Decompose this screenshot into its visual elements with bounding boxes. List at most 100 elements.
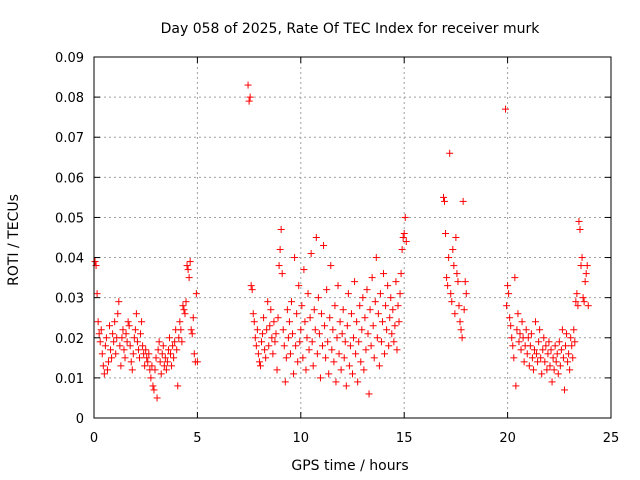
y-tick-label: 0 (76, 412, 84, 427)
data-point (110, 338, 118, 346)
data-point (193, 358, 201, 366)
data-point (452, 234, 460, 241)
data-point (170, 354, 178, 362)
data-point (353, 318, 361, 326)
data-point (366, 306, 374, 314)
data-point (155, 338, 163, 346)
data-point (540, 334, 548, 342)
data-point (445, 254, 453, 262)
data-point (134, 346, 142, 354)
data-point (441, 197, 449, 205)
data-point (541, 358, 549, 366)
data-point (325, 370, 333, 378)
data-point (392, 278, 400, 286)
data-point (400, 229, 408, 237)
data-point (292, 342, 300, 350)
data-point (387, 294, 395, 302)
data-point (522, 326, 530, 334)
data-point (342, 382, 350, 390)
data-point (359, 294, 367, 302)
data-point (399, 234, 407, 241)
axis-ticks: 0 0.01 0.02 0.03 0.04 0.05 0.06 0.07 0.08 0.09 0 5 1… (55, 51, 619, 446)
data-point (260, 314, 268, 322)
data-point (345, 362, 353, 370)
data-point (339, 306, 347, 314)
data-point (280, 342, 288, 350)
data-point (160, 362, 168, 370)
data-point (451, 310, 459, 318)
data-point (188, 330, 196, 338)
data-point (328, 346, 336, 354)
data-point (575, 217, 583, 225)
data-point (169, 342, 177, 350)
data-point (329, 326, 337, 334)
data-point (380, 270, 388, 278)
data-point (149, 382, 157, 390)
y-tick-label: 0.01 (55, 372, 84, 387)
data-point (158, 350, 166, 358)
data-point (312, 234, 320, 241)
x-tick-label: 20 (499, 431, 516, 446)
data-point (386, 314, 394, 322)
data-point (274, 314, 282, 322)
data-point (262, 354, 270, 362)
data-point (153, 394, 161, 402)
data-point (395, 318, 403, 326)
data-point (378, 318, 386, 326)
data-point (383, 326, 391, 334)
data-point (148, 362, 156, 370)
data-point (267, 306, 275, 314)
data-point (544, 350, 552, 358)
data-point (298, 302, 306, 310)
data-point (130, 334, 138, 342)
data-point (309, 362, 317, 370)
data-point (375, 362, 383, 370)
data-point (503, 302, 511, 310)
data-point (244, 81, 252, 89)
data-point (570, 326, 578, 334)
data-point (536, 326, 544, 334)
data-point (182, 298, 190, 306)
x-tick-label: 15 (396, 431, 413, 446)
data-point (528, 354, 536, 362)
data-point (100, 370, 108, 378)
data-point (190, 350, 198, 358)
data-point (272, 330, 280, 338)
data-point (326, 314, 334, 322)
data-point (283, 306, 291, 314)
data-point (304, 290, 312, 298)
data-point (514, 310, 522, 318)
data-point (568, 342, 576, 350)
data-point (107, 346, 115, 354)
data-point (277, 225, 285, 233)
chart-title: Day 058 of 2025, Rate Of TEC Index for r… (161, 21, 541, 37)
data-point (369, 322, 377, 330)
data-point (349, 370, 356, 378)
data-point (173, 346, 181, 354)
data-point (344, 290, 352, 298)
y-tick-label: 0.02 (55, 332, 84, 347)
data-point (323, 286, 331, 294)
data-point (365, 390, 373, 398)
data-point (346, 342, 354, 350)
data-point (398, 246, 406, 254)
data-point (548, 378, 556, 386)
data-point (524, 334, 532, 342)
data-point (320, 242, 328, 250)
data-point (333, 334, 341, 342)
data-point (552, 358, 560, 366)
data-point (563, 330, 571, 338)
data-point (114, 310, 122, 318)
data-point (246, 93, 254, 101)
data-point (577, 262, 585, 270)
data-point (101, 342, 109, 350)
data-point (142, 346, 150, 354)
data-point (302, 366, 310, 374)
data-point (147, 374, 155, 382)
data-point (547, 346, 555, 354)
data-point (99, 362, 107, 370)
data-point (102, 334, 110, 342)
x-tick-label: 0 (90, 431, 98, 446)
data-point (117, 362, 125, 370)
